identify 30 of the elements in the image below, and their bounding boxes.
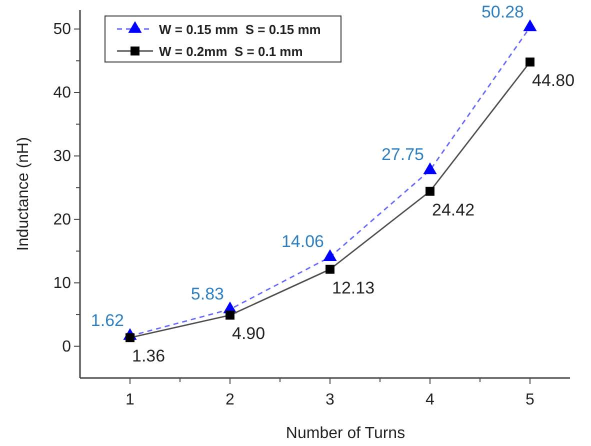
legend-label: W = 0.2mm S = 0.1 mm [159,44,303,59]
y-tick-label: 0 [62,338,72,356]
data-label: 1.36 [132,346,166,366]
x-tick-label: 1 [126,392,135,409]
data-label: 50.28 [481,2,524,22]
data-label: 27.75 [381,145,424,164]
data-label: 1.62 [90,310,124,330]
x-axis-title: Number of Turns [286,425,406,442]
point [523,19,537,32]
x-tick-label: 2 [226,392,235,409]
legend-label: W = 0.15 mm S = 0.15 mm [159,22,321,37]
data-label: 14.06 [281,232,324,252]
point [226,310,234,320]
data-label: 44.80 [532,71,575,90]
y-tick-label: 50 [53,21,72,38]
point [423,162,437,174]
data-label: 24.42 [432,200,475,220]
y-tick-label: 40 [53,84,72,102]
y-axis-title: Inductance (nH) [15,137,32,251]
point [426,186,434,196]
data-label: 5.83 [190,284,224,304]
data-label: 4.90 [232,324,266,344]
x-tick-label: 4 [426,392,435,409]
x-tick-label: 5 [526,392,535,409]
data-label: 12.13 [332,278,375,298]
x-tick-label: 3 [326,392,335,409]
y-tick-label: 20 [53,212,72,228]
y-tick-label: 30 [53,148,72,166]
point [326,264,334,274]
y-tick-label: 10 [53,274,72,292]
